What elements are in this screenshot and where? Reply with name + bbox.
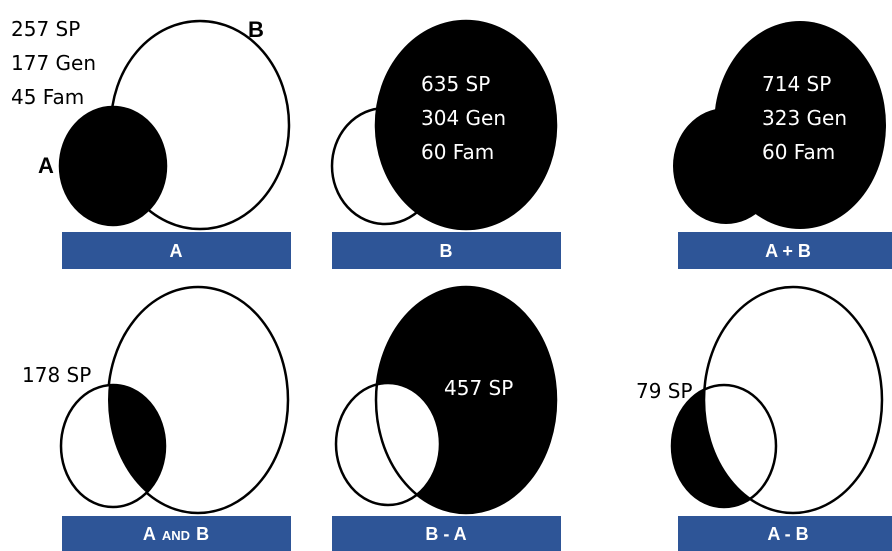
label-bar [332, 516, 561, 551]
panel-b: 635 SP 304 Gen 60 Fam B [330, 19, 561, 269]
stat-families: 60 Fam [762, 140, 835, 164]
label-bar-text: A [170, 241, 183, 261]
label-bar [678, 232, 892, 269]
label-bar [332, 232, 561, 269]
stat-genera: 177 Gen [11, 51, 96, 75]
panel-a: B A 257 SP 177 Gen 45 Fam A [11, 17, 291, 269]
stat-genera: 323 Gen [762, 106, 847, 130]
panel-a-plus-b: 714 SP 323 Gen 60 Fam A + B [673, 21, 892, 269]
label-bar-text: A + B [765, 241, 811, 261]
label-a: A [143, 524, 156, 544]
label-bar [62, 232, 291, 269]
stat-species: 79 SP [636, 379, 693, 403]
panel-a-and-b: 178 SP A AND B [22, 285, 291, 551]
intersection-cutout [336, 383, 440, 505]
set-b-circle [714, 21, 886, 229]
label-and: AND [162, 528, 190, 543]
set-a-letter: A [38, 153, 54, 178]
set-a-circle [334, 381, 442, 507]
stat-families: 60 Fam [421, 140, 494, 164]
stat-species: 257 SP [11, 17, 80, 41]
label-bar [678, 516, 892, 551]
label-bar-text: A AND B [143, 524, 209, 544]
label-bar [62, 516, 291, 551]
set-a-circle [670, 383, 778, 509]
stat-families: 45 Fam [11, 85, 84, 109]
set-b-circle [374, 19, 558, 231]
stat-species: 178 SP [22, 363, 91, 387]
label-bar-text: A - B [767, 524, 808, 544]
label-b: B [196, 524, 209, 544]
difference-region [672, 385, 776, 507]
stat-species: 635 SP [421, 72, 490, 96]
panel-b-minus-a: 457 SP B - A [332, 285, 561, 551]
set-b-letter: B [248, 17, 264, 42]
stat-genera: 304 Gen [421, 106, 506, 130]
panel-a-minus-b: 79 SP A - B [636, 285, 892, 551]
label-bar-text: B [440, 241, 453, 261]
stat-species: 457 SP [444, 376, 513, 400]
set-b-outline-inside-a [374, 383, 440, 505]
stat-species: 714 SP [762, 72, 831, 96]
label-bar-text: B - A [425, 524, 466, 544]
set-a-circle [58, 105, 168, 227]
